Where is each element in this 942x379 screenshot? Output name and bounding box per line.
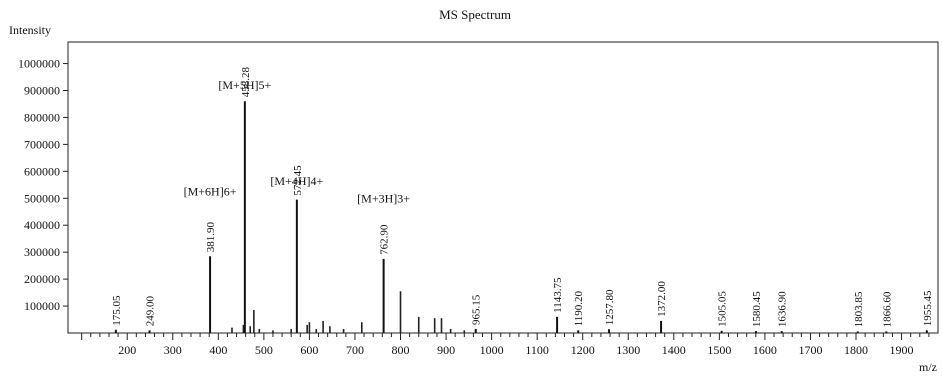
peak-label: 175.05 xyxy=(111,295,123,326)
peak-label: 1955.45 xyxy=(922,290,934,326)
plot-area-frame xyxy=(67,41,939,334)
y-tick-label: 800000 xyxy=(24,110,60,124)
x-tick-label: 400 xyxy=(209,343,227,357)
peak-label: 965.15 xyxy=(471,294,483,325)
peak-label: 1372.00 xyxy=(656,281,668,317)
x-axis-label: m/z xyxy=(919,360,937,374)
x-tick-label: 1400 xyxy=(662,343,686,357)
x-tick-label: 900 xyxy=(437,343,455,357)
peak-label: 1580.45 xyxy=(751,291,763,327)
ion-annotation: [M+6H]6+ xyxy=(184,185,237,199)
x-tick-label: 300 xyxy=(164,343,182,357)
y-tick-label: 400000 xyxy=(24,218,60,232)
y-axis-ticks: 100000 200000 300000 400000 500000 600000 7000… xyxy=(18,57,68,313)
x-tick-label: 1200 xyxy=(571,343,595,357)
ion-annotation: [M+3H]3+ xyxy=(357,191,410,205)
y-tick-label: 900000 xyxy=(24,84,60,98)
minor-peaks xyxy=(231,291,466,333)
x-tick-label: 1700 xyxy=(798,343,822,357)
peak-label: 1636.90 xyxy=(777,291,789,327)
y-tick-label: 300000 xyxy=(24,245,60,259)
x-tick-label: 1100 xyxy=(525,343,549,357)
peak-label: 1505.05 xyxy=(717,291,729,327)
x-tick-label: 800 xyxy=(392,343,410,357)
peak-label: 762.90 xyxy=(379,224,391,255)
x-tick-label: 200 xyxy=(118,343,136,357)
ion-annotation: [M+4H]4+ xyxy=(270,174,323,188)
y-tick-label: 500000 xyxy=(24,191,60,205)
peak-label: 1803.85 xyxy=(853,291,865,327)
x-tick-label: 700 xyxy=(346,343,364,357)
y-axis-label: Intensity xyxy=(9,23,51,37)
x-tick-label: 1900 xyxy=(890,343,914,357)
peak-label: 1190.20 xyxy=(573,290,585,326)
y-tick-label: 1000000 xyxy=(18,57,60,71)
peak-label: 1143.75 xyxy=(552,277,564,313)
x-tick-label: 1800 xyxy=(844,343,868,357)
x-tick-label: 600 xyxy=(300,343,318,357)
peak-label: 249.00 xyxy=(145,296,157,327)
x-tick-label: 1300 xyxy=(616,343,640,357)
x-axis-ticks: 200 300 400 500 600 700 800 900 1000 1100 1200 1300… xyxy=(81,333,930,357)
x-tick-label: 1000 xyxy=(480,343,504,357)
chart-title: MS Spectrum xyxy=(439,7,511,22)
y-tick-label: 700000 xyxy=(24,137,60,151)
y-tick-label: 600000 xyxy=(24,164,60,178)
x-tick-label: 1500 xyxy=(707,343,731,357)
labeled-peaks: 175.05 249.00 381.90 458.28 572.45 762.90 965.… xyxy=(111,67,934,333)
ion-annotations: [M+6H]6+ [M+5H]5+ [M+4H]4+ [M+3H]3+ xyxy=(184,78,411,205)
peak-label: 381.90 xyxy=(205,221,217,252)
peak-label: 1866.60 xyxy=(881,291,893,327)
peak-label: 1257.80 xyxy=(604,289,616,325)
peak-label: 458.28 xyxy=(240,67,252,98)
y-tick-label: 100000 xyxy=(24,299,60,313)
y-tick-label: 200000 xyxy=(24,272,60,286)
x-tick-label: 500 xyxy=(255,343,273,357)
ion-annotation: [M+5H]5+ xyxy=(218,78,271,92)
peak-label: 572.45 xyxy=(292,165,304,196)
x-tick-label: 1600 xyxy=(753,343,777,357)
